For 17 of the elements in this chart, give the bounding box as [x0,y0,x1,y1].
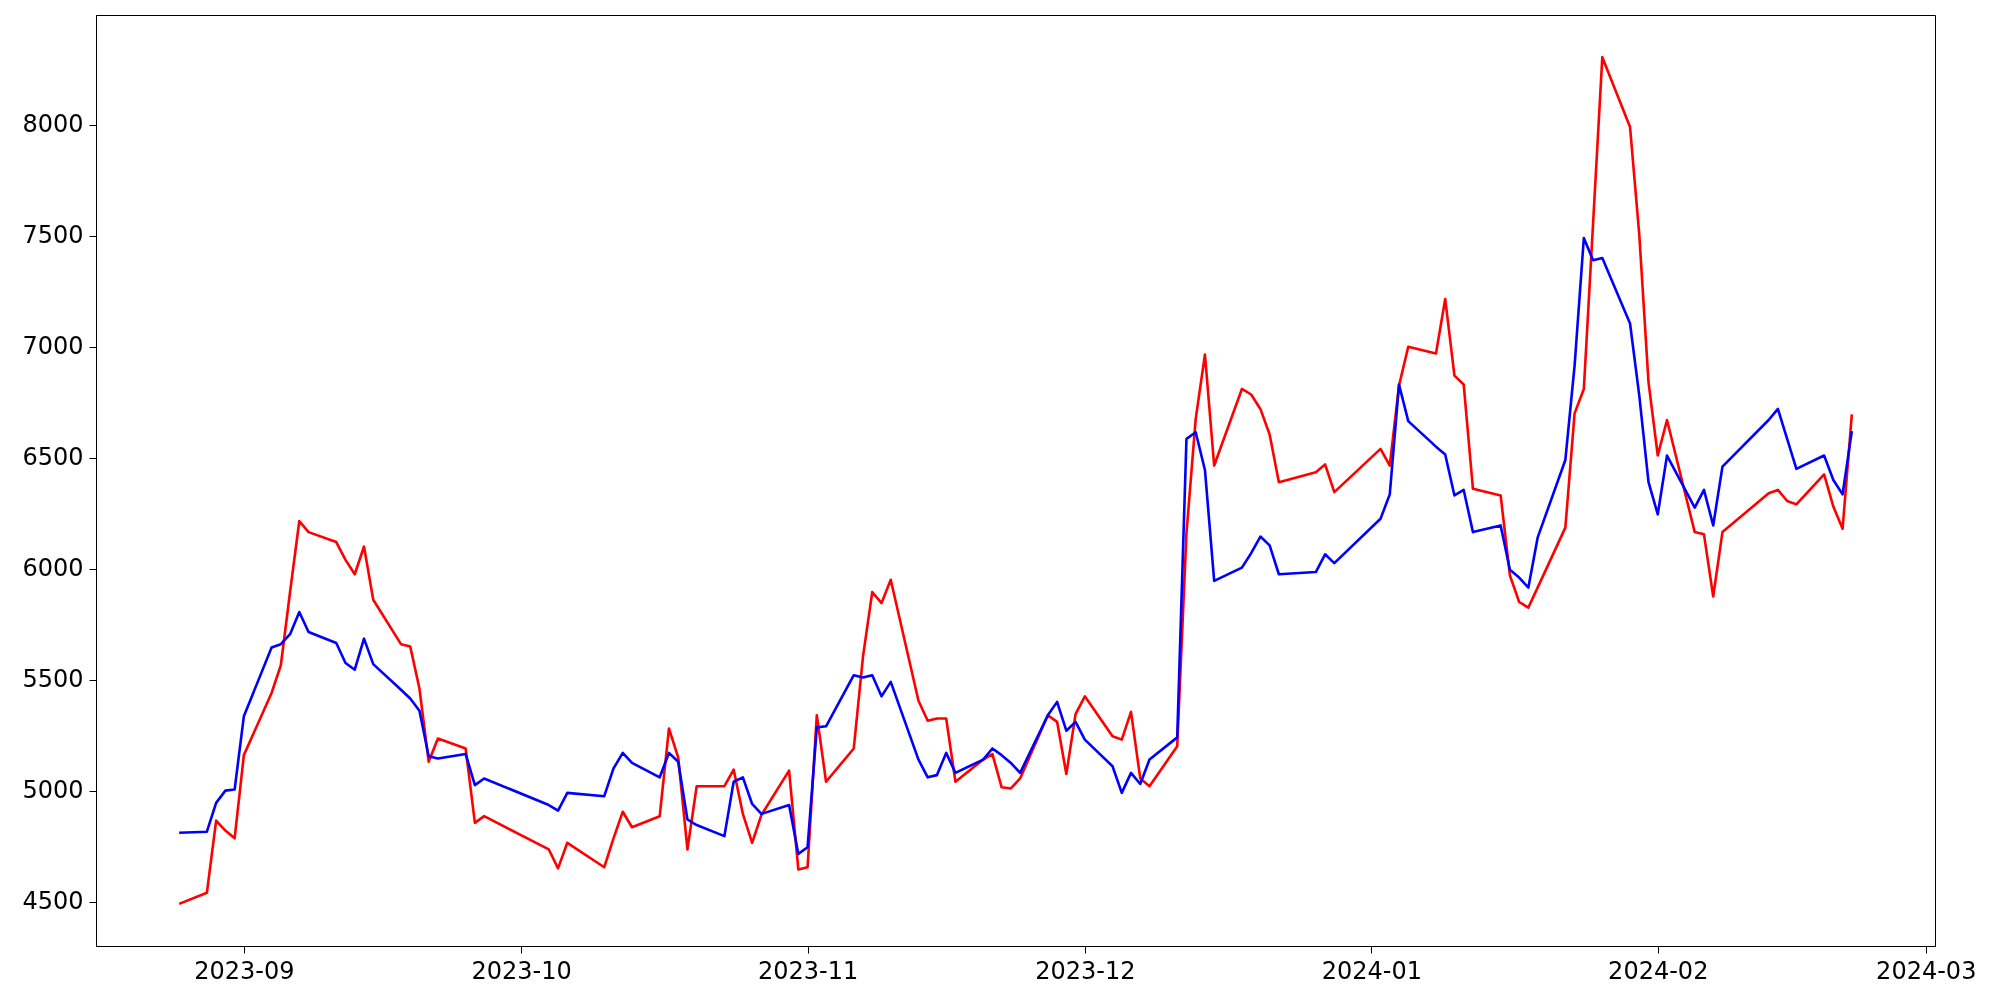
y-tick-label: 6000 [22,554,84,583]
y-tick-label: 5500 [22,665,84,694]
y-tick-label: 8000 [22,110,84,139]
x-tick-label: 2023-10 [471,956,572,985]
x-tick-label: 2024-01 [1321,956,1422,985]
x-tick-label: 2024-03 [1876,956,1977,985]
x-tick-label: 2023-12 [1035,956,1136,985]
x-tick-label: 2024-02 [1608,956,1709,985]
y-tick-label: 7500 [22,221,84,250]
x-tick-label: 2023-09 [194,956,295,985]
x-tick-label: 2023-11 [757,956,859,985]
y-tick-label: 4500 [22,887,84,916]
y-tick-label: 7000 [22,332,84,361]
y-tick-label: 6500 [22,443,84,472]
line-series [177,236,1854,856]
line-series [177,55,1854,906]
y-tick-label: 5000 [22,776,84,805]
